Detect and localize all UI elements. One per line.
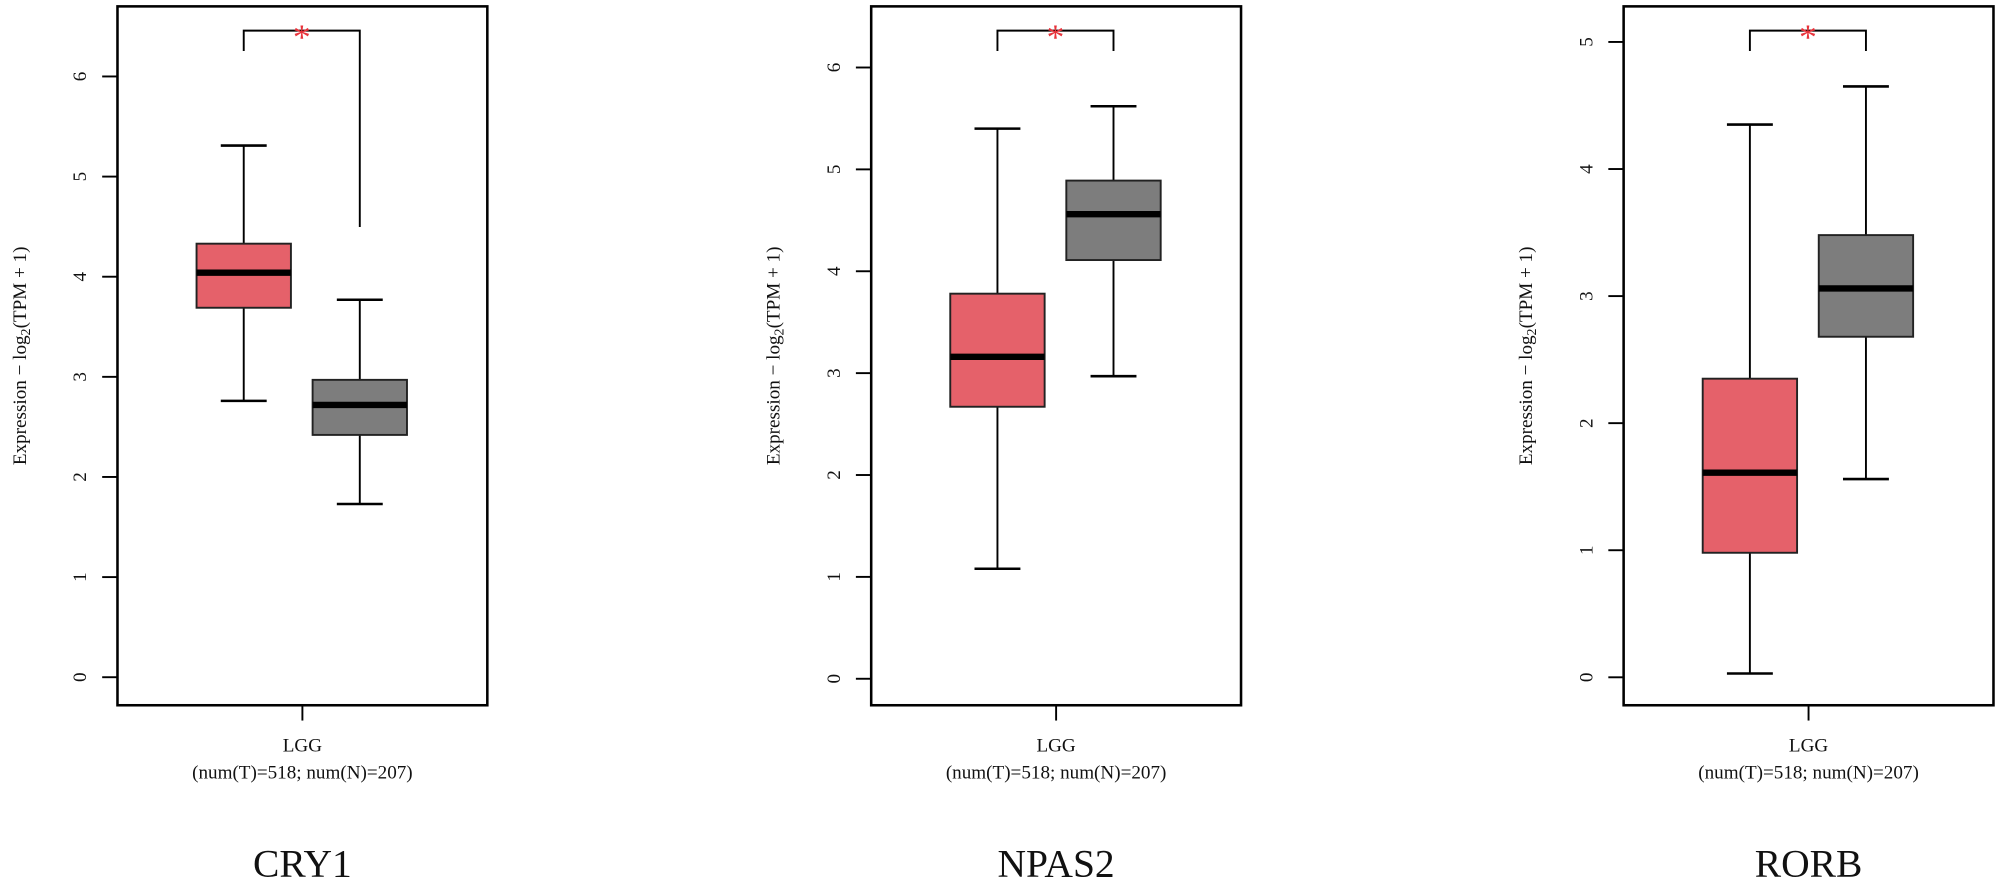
y-tick-label: 5 bbox=[1576, 37, 1597, 47]
y-axis-label: Expression − log2(TPM + 1) bbox=[1516, 247, 1540, 466]
y-axis-label-suffix: (TPM + 1) bbox=[10, 247, 31, 329]
y-axis-label-suffix: (TPM + 1) bbox=[764, 247, 785, 329]
y-tick-label: 1 bbox=[1576, 545, 1597, 555]
y-axis-label: Expression − log2(TPM + 1) bbox=[10, 247, 34, 466]
y-tick-label: 3 bbox=[70, 372, 91, 382]
box-body bbox=[1701, 377, 1799, 554]
y-tick-label: 0 bbox=[1576, 673, 1597, 683]
plot-frame bbox=[869, 5, 1243, 707]
plot-frame bbox=[1622, 5, 1995, 707]
chart-title: RORB bbox=[1755, 841, 1863, 885]
chart-title: CRY1 bbox=[253, 841, 352, 885]
y-axis-label-text: Expression − log bbox=[764, 335, 785, 465]
y-tick-label: 4 bbox=[70, 271, 91, 281]
box-body bbox=[949, 292, 1046, 408]
y-tick-label: 4 bbox=[824, 266, 845, 276]
box bbox=[311, 298, 408, 506]
significance-marker: * bbox=[1799, 17, 1817, 57]
x-subtitle: (num(T)=518; num(N)=207) bbox=[192, 763, 413, 784]
x-tick-label: LGG bbox=[1036, 736, 1075, 757]
plot-frame bbox=[116, 5, 489, 707]
y-tick-label: 4 bbox=[1576, 164, 1597, 174]
significance-bracket bbox=[242, 29, 361, 228]
x-subtitle: (num(T)=518; num(N)=207) bbox=[1698, 763, 1919, 784]
significance-marker: * bbox=[293, 17, 311, 57]
y-tick-label: 3 bbox=[1576, 291, 1597, 301]
significance-bracket bbox=[996, 29, 1115, 52]
y-axis-label-suffix: (TPM + 1) bbox=[1516, 247, 1537, 329]
y-tick-label: 5 bbox=[824, 165, 845, 175]
box bbox=[1817, 85, 1915, 481]
y-tick-label: 0 bbox=[70, 672, 91, 682]
y-axis-label-text: Expression − log bbox=[1516, 335, 1537, 465]
y-axis-label-subscript: 2 bbox=[773, 328, 788, 335]
significance-bracket bbox=[1748, 29, 1867, 52]
y-tick-label: 5 bbox=[70, 172, 91, 182]
y-tick-label: 2 bbox=[1576, 418, 1597, 428]
box bbox=[195, 144, 292, 403]
y-tick-label: 2 bbox=[824, 470, 845, 480]
box bbox=[1701, 123, 1799, 675]
box-body bbox=[1065, 179, 1162, 262]
y-tick-label: 0 bbox=[824, 674, 845, 684]
y-tick-label: 2 bbox=[70, 472, 91, 482]
y-axis-label: Expression − log2(TPM + 1) bbox=[764, 247, 788, 466]
y-tick-label: 1 bbox=[70, 572, 91, 582]
significance-marker: * bbox=[1047, 17, 1065, 57]
y-tick-label: 6 bbox=[824, 63, 845, 73]
y-axis-label-subscript: 2 bbox=[19, 328, 34, 335]
x-tick-label: LGG bbox=[1789, 736, 1828, 757]
chart-title: NPAS2 bbox=[998, 841, 1115, 885]
y-axis-label-text: Expression − log bbox=[10, 335, 31, 465]
y-tick-label: 6 bbox=[70, 72, 91, 82]
x-tick-label: LGG bbox=[283, 736, 322, 757]
y-tick-label: 1 bbox=[824, 572, 845, 582]
y-axis-label-subscript: 2 bbox=[1525, 328, 1540, 335]
box bbox=[949, 127, 1046, 571]
y-tick-label: 3 bbox=[824, 368, 845, 378]
x-subtitle: (num(T)=518; num(N)=207) bbox=[946, 763, 1167, 784]
box bbox=[1065, 104, 1162, 378]
